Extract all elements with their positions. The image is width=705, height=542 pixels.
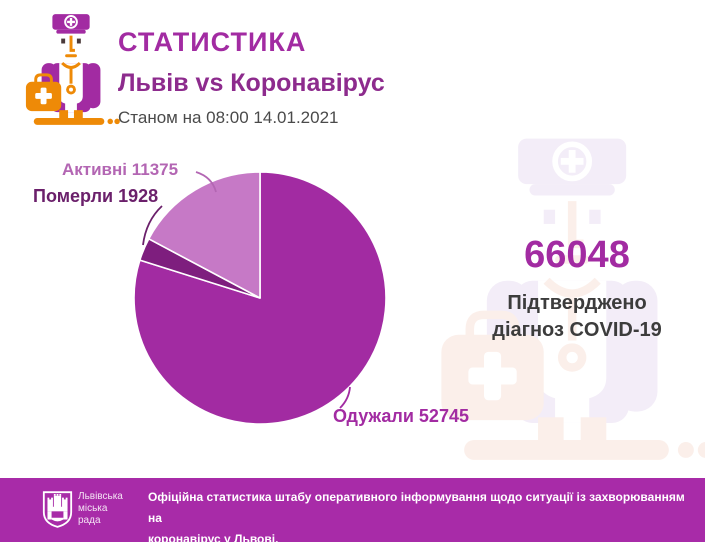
confirmed-summary: 66048 Підтверджено діагноз COVID-19 (458, 234, 696, 344)
org-name-line2: міська (78, 503, 108, 514)
doctor-icon (25, 14, 120, 125)
footer-note: Офіційна статистика штабу оперативного і… (148, 487, 696, 542)
org-name-line1: Львівська (78, 491, 123, 502)
footer-note-line1: Офіційна статистика штабу оперативного і… (148, 490, 685, 525)
footer-bar: Львівська міська рада Офіційна статистик… (0, 478, 705, 542)
header: СТАТИСТИКА Львів vs Коронавірус Станом н… (118, 27, 385, 128)
pie-label-recovered: Одужали 52745 (333, 406, 469, 426)
pie-label-deaths: Померли 1928 (33, 186, 159, 206)
confirmed-total: 66048 (524, 234, 630, 276)
pie-slice-одужали (133, 171, 387, 425)
footer-note-line2: коронавірус у Львові. (148, 532, 279, 542)
confirmed-caption: Підтверджено діагноз COVID-19 (458, 290, 696, 344)
page-subtitle: Львів vs Коронавірус (118, 69, 385, 97)
org-name: Львівська міська рада (78, 491, 123, 527)
confirmed-caption-line2: діагноз COVID-19 (492, 319, 662, 341)
page-title: СТАТИСТИКА (118, 27, 307, 57)
as-of-date: Станом на 08:00 14.01.2021 (118, 108, 339, 127)
org-name-line3: рада (78, 515, 101, 526)
confirmed-caption-line1: Підтверджено (507, 292, 647, 314)
lviv-city-council-emblem-icon (42, 491, 73, 528)
pie-label-active: Активні 11375 (62, 160, 179, 179)
pie-chart (133, 171, 387, 425)
